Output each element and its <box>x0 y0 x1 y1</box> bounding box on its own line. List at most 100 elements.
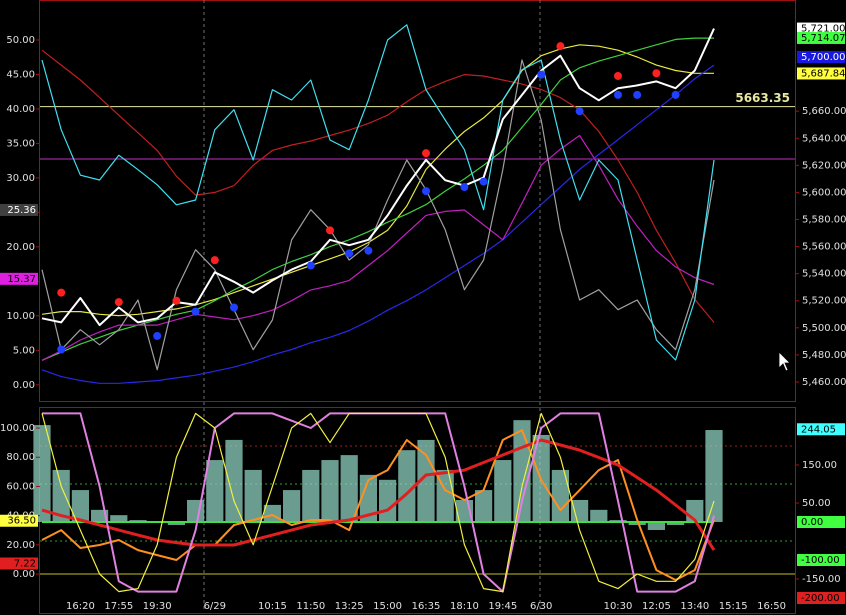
series-line <box>41 429 715 581</box>
signal-dot <box>230 303 238 312</box>
signal-dot <box>57 345 66 354</box>
signal-dot <box>575 107 584 116</box>
axis-badge <box>797 516 845 529</box>
signal-dot <box>422 149 430 158</box>
x-tick-label: 19:30 <box>143 601 172 612</box>
x-tick-label: 17:55 <box>104 601 133 612</box>
signal-dot <box>345 249 354 258</box>
x-tick-label: 16:35 <box>412 601 441 612</box>
y2-tick-label: -150.00 <box>802 574 841 585</box>
y2-tick-label: 5,500.00 <box>802 323 846 334</box>
histogram-bar <box>206 460 224 523</box>
y-tick-label: 35.00 <box>6 138 35 149</box>
histogram-bar <box>379 479 397 523</box>
axis-badge-label: 5,721.00 <box>801 24 846 35</box>
histogram-bar <box>91 509 109 523</box>
x-tick-label: 11:50 <box>296 601 325 612</box>
y-tick-label: 80.00 <box>6 452 35 463</box>
signal-dot <box>114 298 123 307</box>
signal-dot <box>460 183 469 192</box>
series-line <box>41 24 715 361</box>
mouse-cursor <box>778 351 791 372</box>
axis-badge-label: -200.00 <box>801 593 840 604</box>
y2-tick-label: 5,620.00 <box>802 160 846 171</box>
y-tick-label: 30.00 <box>6 173 35 184</box>
y-tick-label: 5.00 <box>13 345 35 356</box>
series-line <box>41 64 715 384</box>
x-tick-label: 16:20 <box>66 601 95 612</box>
signal-dot <box>671 90 680 99</box>
histogram-bar <box>321 460 339 523</box>
signal-dot <box>537 70 546 79</box>
y-tick-label: 10.00 <box>6 311 35 322</box>
y2-tick-label: 5,640.00 <box>802 133 846 144</box>
signal-dot <box>306 261 315 270</box>
plot-layer: 5663.350.005.0010.0015.0020.0025.0030.00… <box>0 22 846 612</box>
axis-badge <box>797 31 845 44</box>
y2-tick-label: 5,600.00 <box>802 187 846 198</box>
x-tick-label: 10:15 <box>258 601 287 612</box>
signal-dot <box>633 90 642 99</box>
axis-badge <box>797 423 845 436</box>
y-tick-label: 20.00 <box>6 242 35 253</box>
y-tick-label: 40.00 <box>6 104 35 115</box>
histogram-bar <box>167 522 185 526</box>
histogram-bar <box>110 515 128 523</box>
series-line <box>41 44 714 317</box>
signal-dot <box>652 69 661 78</box>
y2-tick-label: 5,560.00 <box>802 242 846 253</box>
y2-tick-label: 50.00 <box>802 498 831 509</box>
histogram-bar <box>244 469 262 523</box>
series-line <box>41 134 715 361</box>
histogram-bar <box>359 474 377 523</box>
signal-dot <box>422 187 430 196</box>
axis-badge <box>797 22 845 35</box>
x-tick-label: 15:00 <box>373 601 402 612</box>
y-tick-label: 45.00 <box>6 69 35 80</box>
y2-tick-label: 150.00 <box>802 460 837 471</box>
histogram-bar <box>417 439 435 523</box>
series-line <box>41 438 716 551</box>
y-tick-label: 100.00 <box>0 423 35 434</box>
histogram-bar <box>52 469 70 523</box>
y2-tick-label: 5,580.00 <box>802 214 846 225</box>
x-tick-label: 10:30 <box>604 601 633 612</box>
histogram-bar <box>340 455 358 523</box>
signal-dot <box>172 296 181 305</box>
x-tick-label: 13:25 <box>335 601 364 612</box>
axis-badge-label: 7.22 <box>14 558 36 569</box>
histogram-bar <box>283 490 301 523</box>
signal-dot <box>479 177 488 186</box>
x-tick-label: 18:10 <box>450 601 479 612</box>
histogram-bar <box>513 420 531 523</box>
x-tick-label: 12:05 <box>642 601 671 612</box>
histogram-bar <box>590 509 608 523</box>
histogram-bar <box>667 522 685 526</box>
axis-badge-label: 15.37 <box>7 274 36 285</box>
axis-badge-label: 25.36 <box>7 205 36 216</box>
histogram-bar <box>628 522 646 526</box>
axis-badge <box>797 51 845 64</box>
y-tick-label: 20.00 <box>6 540 35 551</box>
series-line <box>41 28 715 327</box>
signal-dot <box>614 71 622 80</box>
axis-badge-label: 244.05 <box>801 424 836 435</box>
signal-dot <box>57 288 66 297</box>
axis-badge-label: 5,687.84 <box>801 68 846 79</box>
series-line <box>41 49 715 323</box>
y2-tick-label: 5,660.00 <box>802 106 846 117</box>
y2-tick-label: 5,460.00 <box>802 377 846 388</box>
y2-tick-label: 5,480.00 <box>802 350 846 361</box>
histogram-bar <box>302 469 320 523</box>
series-line <box>41 59 715 371</box>
histogram-bar <box>551 469 569 523</box>
histogram-bar <box>647 522 665 530</box>
axis-badge <box>0 557 38 570</box>
signal-dot <box>210 256 219 265</box>
y2-tick-label: 5,520.00 <box>802 296 846 307</box>
price-panel-frame <box>39 0 796 402</box>
axis-badge-label: 0.00 <box>801 517 823 528</box>
y-tick-label: 0.00 <box>13 569 35 580</box>
y-tick-label: 0.00 <box>13 380 35 391</box>
